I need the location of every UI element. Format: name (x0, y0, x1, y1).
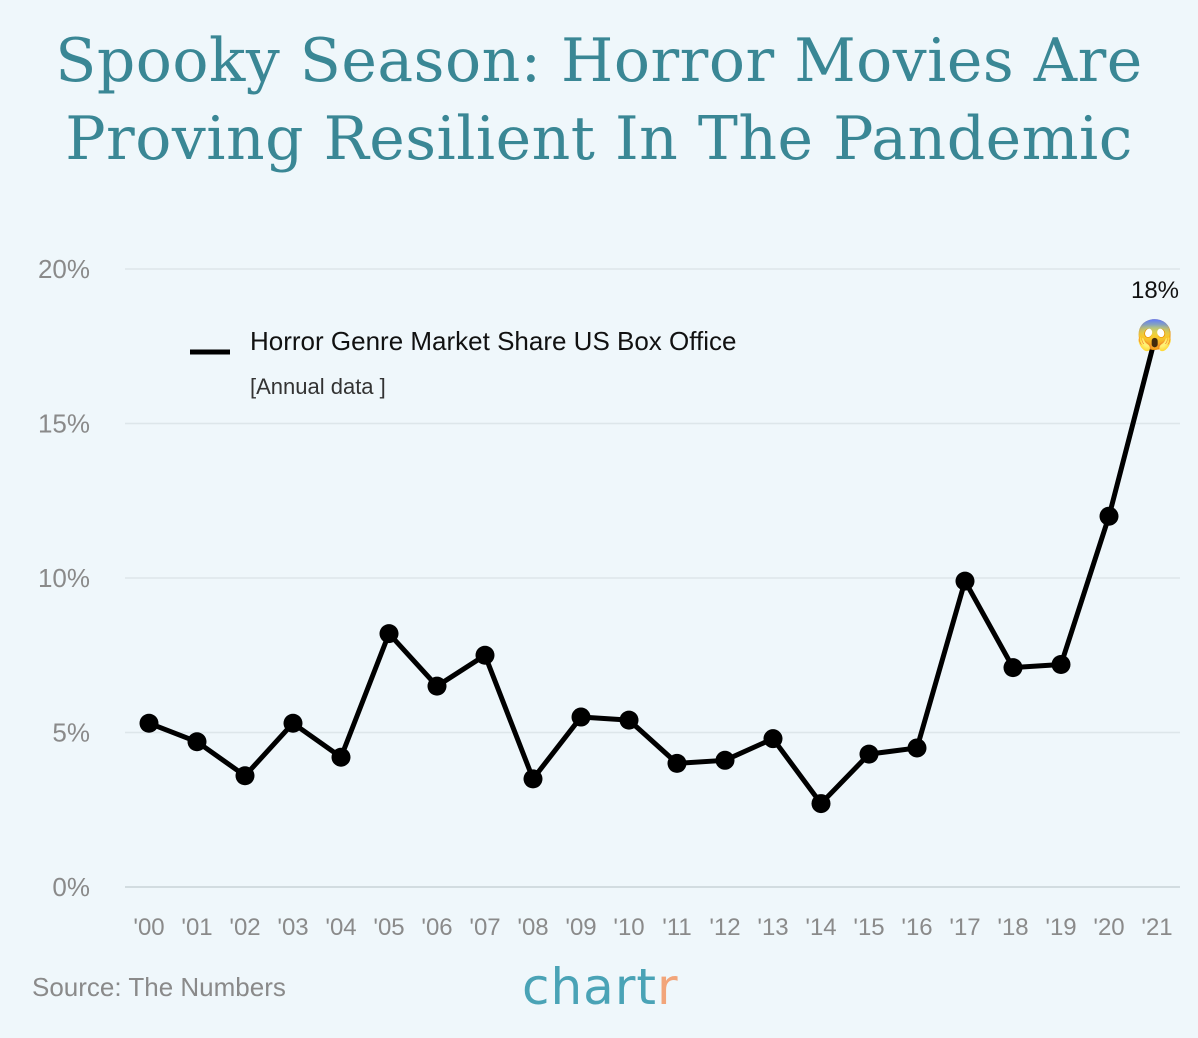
legend-label: Horror Genre Market Share US Box Office (250, 326, 736, 356)
data-point (811, 794, 831, 814)
data-point (1003, 658, 1023, 678)
chart-title: Spooky Season: Horror Movies Are Proving… (55, 26, 1143, 174)
x-tick-label: '03 (277, 914, 308, 941)
x-tick-label: '09 (565, 914, 596, 941)
y-tick-label: 0% (52, 872, 90, 902)
x-tick-label: '16 (901, 914, 932, 941)
source-note: Source: The Numbers (32, 972, 286, 1002)
y-tick-label: 15% (38, 409, 90, 439)
y-tick-label: 5% (52, 718, 90, 748)
data-point (379, 624, 399, 644)
x-tick-label: '10 (613, 914, 644, 941)
data-point (763, 729, 783, 749)
data-point (907, 738, 927, 758)
y-tick-label: 10% (38, 563, 90, 593)
data-point (283, 713, 303, 733)
x-tick-label: '15 (853, 914, 884, 941)
data-point (619, 710, 639, 730)
x-tick-label: '07 (469, 914, 500, 941)
data-point (1051, 655, 1071, 675)
x-tick-label: '00 (133, 914, 164, 941)
x-tick-label: '18 (997, 914, 1028, 941)
series-line (148, 330, 1160, 807)
x-tick-label: '02 (229, 914, 260, 941)
data-point (331, 747, 351, 767)
data-point (139, 713, 159, 733)
data-point (235, 766, 255, 786)
x-tick-label: '13 (757, 914, 788, 941)
x-tick-label: '12 (709, 914, 740, 941)
data-point (859, 744, 879, 764)
y-tick-label: 20% (38, 254, 90, 284)
annotation-label: 18% (1131, 277, 1179, 304)
x-tick-label: '11 (662, 914, 692, 941)
x-tick-label: '21 (1141, 914, 1172, 941)
data-point (427, 676, 447, 696)
data-point (715, 750, 735, 770)
data-point (523, 769, 543, 789)
x-tick-label: '01 (181, 914, 212, 941)
chartr-logo: chartr (522, 958, 679, 1016)
data-point (1099, 506, 1119, 526)
logo-accent: r (656, 958, 679, 1016)
legend-subtitle: [Annual data ] (250, 374, 386, 399)
x-tick-label: '17 (949, 914, 980, 941)
data-point (667, 753, 687, 773)
data-point (955, 571, 975, 591)
x-tick-label: '19 (1045, 914, 1076, 941)
data-point (475, 645, 495, 665)
logo-main: chart (522, 958, 657, 1016)
x-tick-label: '20 (1093, 914, 1124, 941)
data-point (571, 707, 591, 727)
x-tick-label: '05 (373, 914, 404, 941)
x-tick-label: '04 (325, 914, 356, 941)
x-tick-label: '06 (421, 914, 452, 941)
x-tick-label: '14 (805, 914, 836, 941)
x-tick-label: '08 (517, 914, 548, 941)
data-point (187, 732, 207, 752)
screaming-face-icon: 😱 (1136, 318, 1173, 353)
